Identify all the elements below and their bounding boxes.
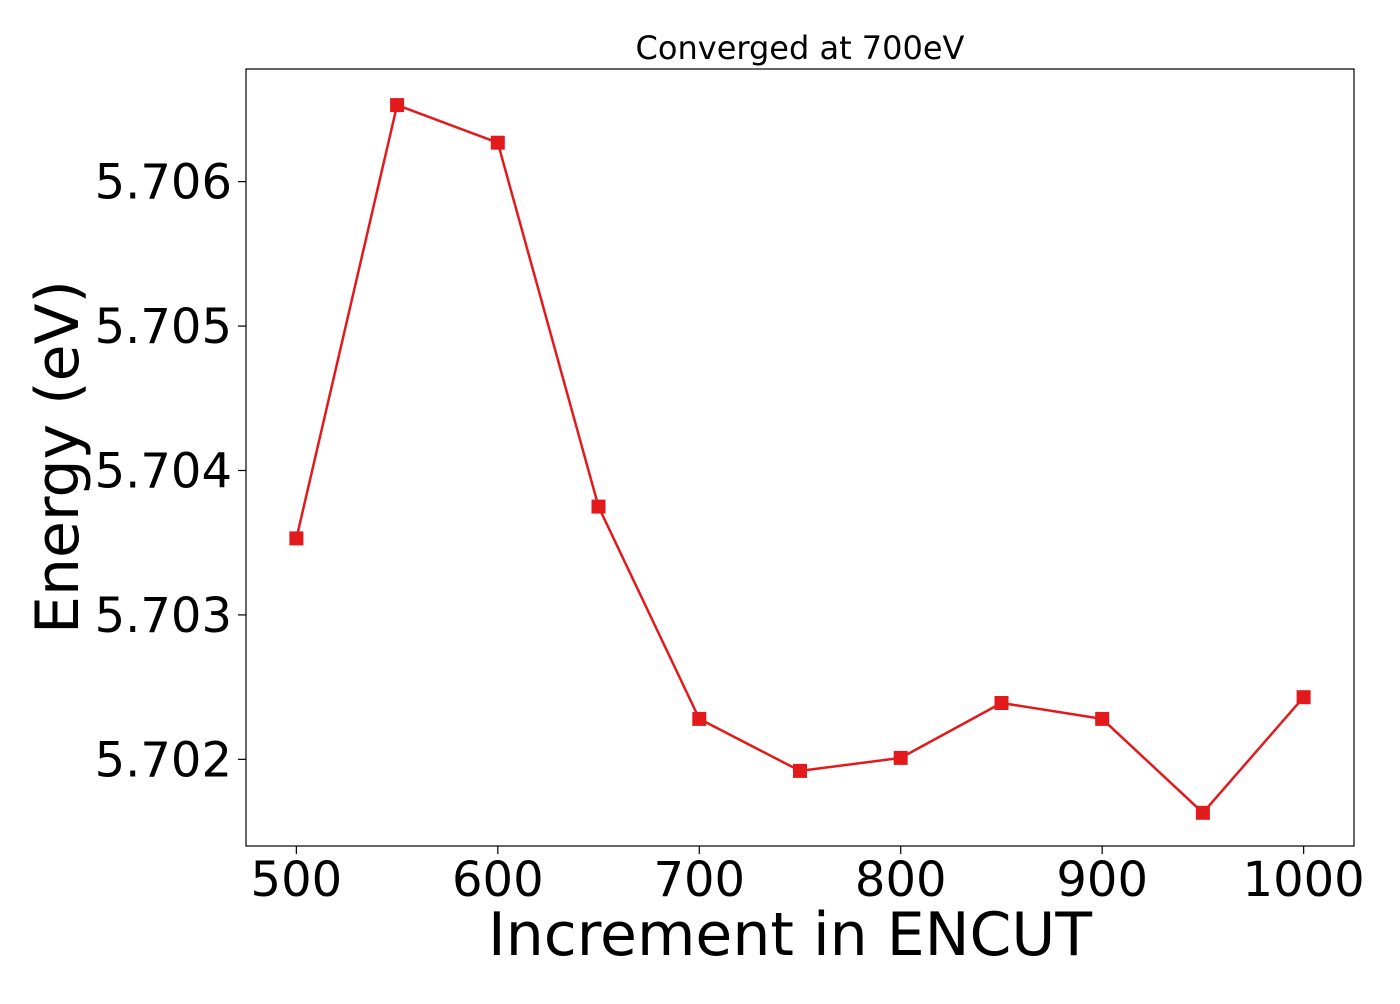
data-point	[490, 135, 505, 150]
data-point	[1195, 805, 1210, 820]
plot-area: 500 600 700 800 900 1000 5.702 5.703 5.704 5.705 5…	[95, 68, 1365, 908]
data-point	[1296, 690, 1311, 705]
data-point	[692, 711, 707, 726]
y-axis-label: Energy (eV)	[23, 280, 93, 634]
data-point	[994, 696, 1009, 710]
chart-title: Converged at 700eV	[636, 29, 965, 67]
data-point	[893, 750, 908, 765]
data-point	[390, 98, 405, 113]
y-tick-label: 5.703	[95, 588, 232, 644]
y-tick-label: 5.706	[95, 155, 232, 211]
x-axis-label: Increment in ENCUT	[488, 900, 1092, 970]
x-tick-label: 1000	[1243, 852, 1365, 908]
data-point	[591, 499, 606, 514]
x-tick-label: 700	[653, 852, 745, 908]
y-tick-label: 5.702	[95, 732, 232, 788]
y-tick-label: 5.705	[95, 299, 232, 355]
x-tick-label: 600	[452, 852, 544, 908]
data-point	[793, 763, 807, 778]
series-line	[295, 103, 1305, 815]
plot-frame	[245, 68, 1355, 847]
data-point	[1095, 711, 1110, 726]
x-tick-label: 500	[251, 852, 343, 908]
y-tick-label: 5.704	[95, 443, 232, 499]
data-point	[289, 531, 304, 546]
x-tick-label: 900	[1056, 852, 1148, 908]
x-tick-label: 800	[855, 852, 947, 908]
